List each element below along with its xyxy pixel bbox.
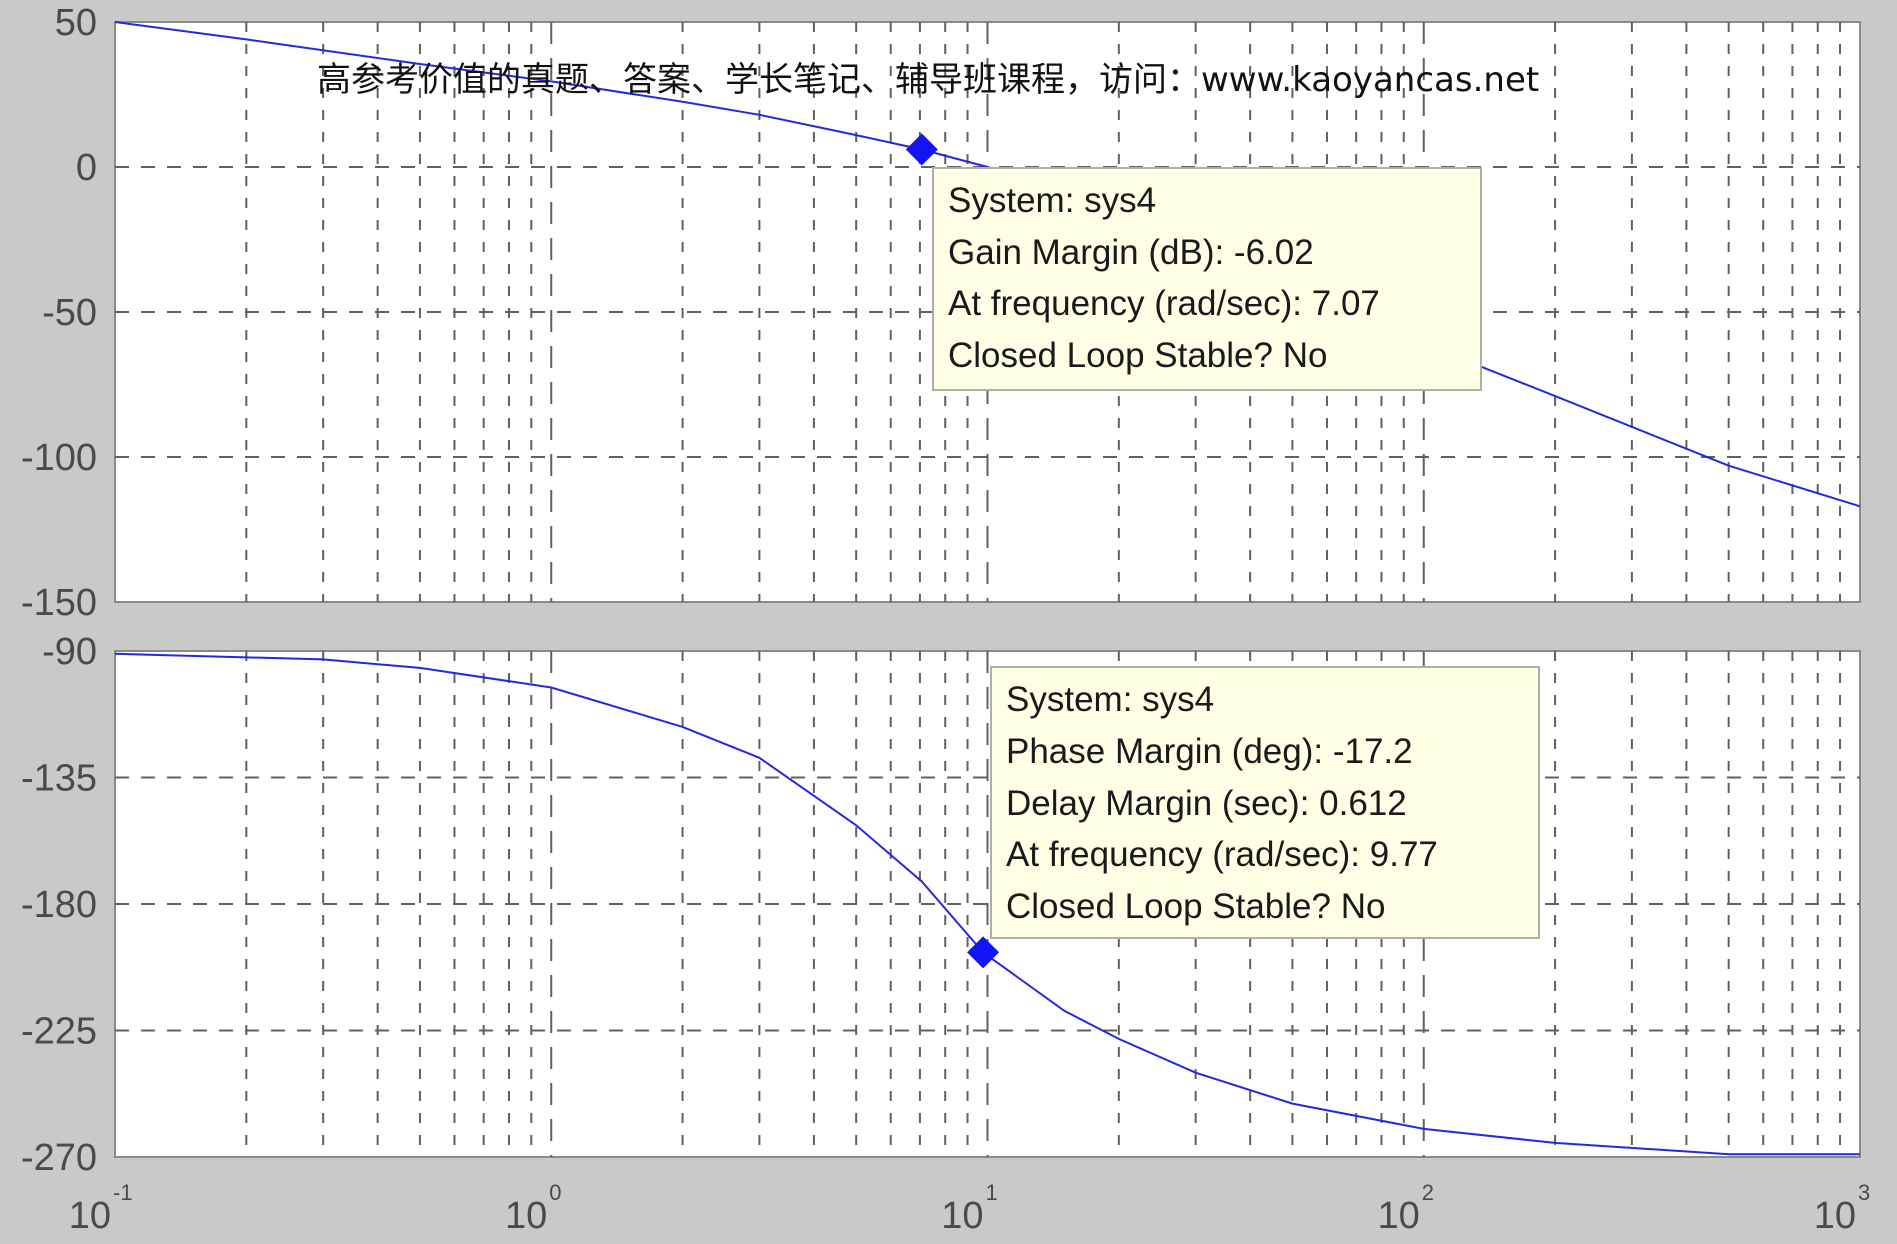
x-tick-label-exponent: 2 [1422, 1180, 1434, 1205]
phase-marker-diamond[interactable] [967, 936, 1000, 969]
magnitude-y-tick-label: -50 [42, 292, 97, 334]
x-tick-label-base: 10 [69, 1195, 111, 1237]
gain-tooltip-system: System: sys4 [948, 181, 1156, 220]
x-tick-label-base: 10 [505, 1195, 547, 1237]
phase-margin-tooltip[interactable]: System: sys4 Phase Margin (deg): -17.2 D… [990, 666, 1540, 939]
phase-grid [115, 651, 1860, 1157]
watermark-text: 高参考价值的真题、答案、学长笔记、辅导班课程，访问：www.kaoyancas.… [317, 60, 1539, 100]
magnitude-y-tick-label: -150 [21, 582, 97, 624]
gain-tooltip-gain-margin: Gain Margin (dB): -6.02 [948, 233, 1314, 272]
phase-y-tick-label: -180 [21, 884, 97, 926]
phase-tooltip-phase-margin: Phase Margin (deg): -17.2 [1006, 732, 1413, 771]
magnitude-y-tick-label: -100 [21, 437, 97, 479]
phase-margin-tooltip-box [990, 666, 1540, 939]
x-tick-label-exponent: 1 [986, 1180, 998, 1205]
magnitude-marker-diamond[interactable] [905, 133, 938, 166]
x-tick-label-exponent: -1 [113, 1180, 133, 1205]
x-tick-label-base: 10 [1377, 1195, 1419, 1237]
phase-y-tick-label: -90 [42, 631, 97, 673]
phase-tooltip-stable: Closed Loop Stable? No [1006, 887, 1385, 926]
magnitude-y-ticks: 50 0 -50 -100 -150 [21, 2, 97, 624]
x-tick-label-base: 10 [941, 1195, 983, 1237]
phase-y-ticks: -90 -135 -180 -225 -270 [21, 631, 97, 1179]
phase-tooltip-system: System: sys4 [1006, 680, 1214, 719]
x-tick-label-base: 10 [1814, 1195, 1856, 1237]
x-tick-label-exponent: 3 [1858, 1180, 1870, 1205]
phase-y-tick-label: -135 [21, 758, 97, 800]
phase-panel: -90 -135 -180 -225 -270 [21, 631, 1861, 1179]
magnitude-y-tick-label: 0 [76, 147, 97, 189]
gain-margin-tooltip[interactable]: System: sys4 Gain Margin (dB): -6.02 At … [932, 167, 1482, 391]
gain-margin-marker[interactable] [905, 133, 938, 166]
magnitude-y-tick-label: 50 [55, 2, 97, 44]
phase-y-tick-label: -225 [21, 1011, 97, 1053]
phase-tooltip-frequency: At frequency (rad/sec): 9.77 [1006, 835, 1438, 874]
gain-margin-tooltip-box [932, 167, 1482, 391]
phase-tooltip-delay-margin: Delay Margin (sec): 0.612 [1006, 784, 1407, 823]
phase-y-tick-label: -270 [21, 1137, 97, 1179]
x-tick-label-exponent: 0 [549, 1180, 561, 1205]
gain-tooltip-frequency: At frequency (rad/sec): 7.07 [948, 284, 1380, 323]
phase-margin-marker[interactable] [967, 936, 1000, 969]
gain-tooltip-stable: Closed Loop Stable? No [948, 336, 1327, 375]
